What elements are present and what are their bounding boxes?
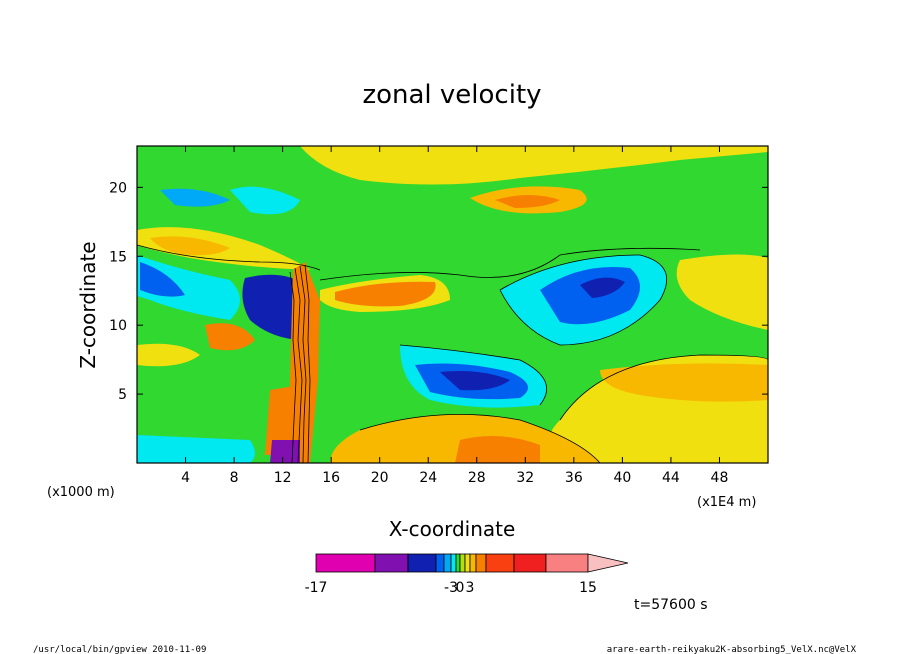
y-axis-label: Z-coordinate: [76, 241, 100, 368]
x-tick-label: 12: [274, 470, 292, 486]
colorbar-segment: [459, 553, 466, 573]
region-lower-right-orange: [600, 363, 768, 402]
region-front-purple: [270, 440, 300, 463]
region-upper-yellow: [137, 146, 768, 185]
x-tick-label: 48: [711, 470, 729, 486]
region-top-cyan: [230, 186, 300, 215]
x-axis-label: X-coordinate: [389, 517, 516, 541]
contour-lines: [137, 244, 768, 463]
region-jet-orange: [335, 281, 436, 307]
x-tick-label: 4: [181, 470, 190, 486]
colorbar-segment: [450, 553, 457, 573]
y-axis-ticks: 5 10 15 20: [109, 180, 768, 403]
colorbar-segment: [435, 553, 445, 573]
y-tick-label: 15: [109, 249, 127, 265]
y-tick-label: 5: [118, 387, 127, 403]
colorbar-tick-label: -3: [444, 580, 458, 596]
region-left-cyan: [137, 255, 240, 320]
footer-left: /usr/local/bin/gpview 2010-11-09: [33, 645, 206, 654]
colorbar-segment: [407, 553, 437, 573]
colorbar-segment: [513, 553, 547, 573]
x-tick-label: 8: [230, 470, 239, 486]
colorbar-segment: [485, 553, 515, 573]
x-tick-label: 44: [662, 470, 680, 486]
x-tick-label: 24: [419, 470, 437, 486]
region-top-blue: [160, 188, 230, 207]
region-bottom-orange-core: [455, 436, 540, 463]
x-tick-label: 40: [613, 470, 631, 486]
region-left-orange-2: [205, 323, 255, 351]
x-unit-right: (x1E4 m): [697, 495, 756, 510]
colorbar-segment: [469, 553, 477, 573]
region-left-blue: [140, 262, 185, 297]
region-mid-navy: [440, 371, 510, 391]
colorbar-tick-label: -17: [305, 580, 328, 596]
colorbar-tick-label: 0: [456, 580, 465, 596]
colorbar-segment: [315, 553, 376, 573]
y-tick-label: 20: [109, 180, 127, 196]
colorbar-tick-label: 3: [466, 580, 475, 596]
x-unit-left: (x1000 m): [47, 485, 115, 500]
region-bottom-left-cyan: [137, 435, 255, 463]
colorbar-segment: [475, 553, 487, 573]
region-right-yellow: [676, 254, 768, 330]
region-front: [288, 262, 320, 463]
colorbar-arrow: [587, 553, 629, 573]
x-tick-label: 20: [371, 470, 389, 486]
colorbar-tick-label: 15: [579, 580, 597, 596]
colorbar: [315, 553, 629, 573]
colorbar-segment: [443, 553, 452, 573]
chart-title: zonal velocity: [362, 80, 541, 110]
region-left-orange: [150, 236, 230, 256]
footer-right: arare-earth-reikyaku2K-absorbing5_VelX.n…: [607, 645, 857, 654]
plot-frame: [136, 145, 769, 464]
region-center-navy: [242, 274, 300, 340]
x-axis-ticks: 4 8 12 16 20 24 28 32 36 40 44 48: [181, 146, 728, 486]
x-tick-label: 32: [516, 470, 534, 486]
x-tick-label: 16: [322, 470, 340, 486]
colorbar-segment: [455, 553, 461, 573]
colorbar-segment: [545, 553, 589, 573]
time-label: t=57600 s: [634, 597, 708, 613]
region-right-navy: [580, 277, 625, 298]
region-upper-orange-core: [495, 195, 560, 208]
colorbar-segment: [464, 553, 471, 573]
colorbar-segment: [374, 553, 409, 573]
x-tick-label: 36: [565, 470, 583, 486]
contour-field: [137, 146, 768, 463]
region-left-yellow-2: [137, 343, 200, 367]
y-tick-label: 10: [109, 318, 127, 334]
x-tick-label: 28: [468, 470, 486, 486]
colorbar-tick-labels: -17 -30 3 15: [305, 580, 597, 596]
